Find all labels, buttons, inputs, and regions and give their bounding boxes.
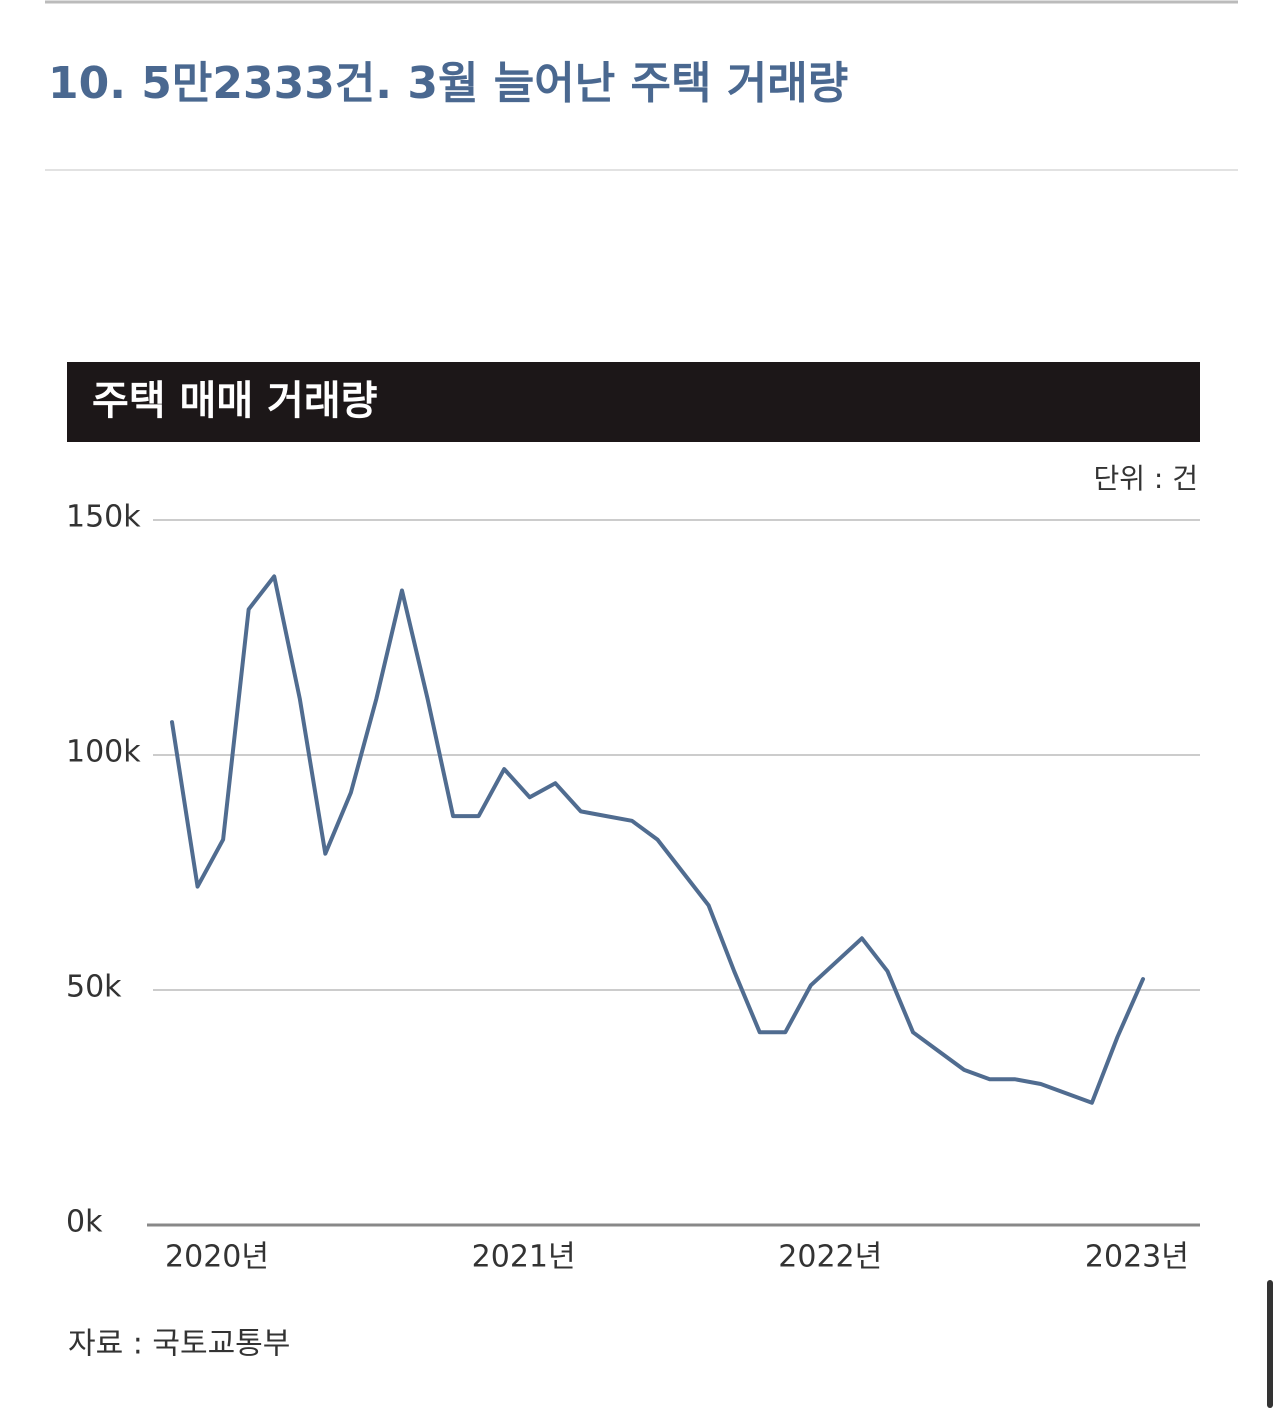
chart-title: 주택 매매 거래량 <box>92 378 378 424</box>
scrollbar <box>1267 1280 1273 1408</box>
x-tick-label: 2021년 <box>472 1240 576 1275</box>
source: 자료 : 국토교통부 <box>68 1327 290 1362</box>
page-title: 10. 5만2333건. 3월 늘어난 주택 거래량 <box>48 58 848 109</box>
x-tick-label: 2023년 <box>1085 1240 1189 1275</box>
unit-note: 단위 : 건 <box>1093 462 1198 495</box>
y-tick-label: 100k <box>66 735 141 770</box>
y-tick-label: 0k <box>66 1205 103 1240</box>
y-tick-label: 150k <box>66 500 141 535</box>
plot: 0k 50k 100k 150k 2020년 2021년 2022년 2023년 <box>66 500 1200 1275</box>
y-tick-label: 50k <box>66 970 122 1005</box>
chart-header <box>67 362 1200 442</box>
x-tick-label: 2020년 <box>165 1240 269 1275</box>
line <box>170 574 1145 1105</box>
x-tick-label: 2022년 <box>778 1240 882 1275</box>
